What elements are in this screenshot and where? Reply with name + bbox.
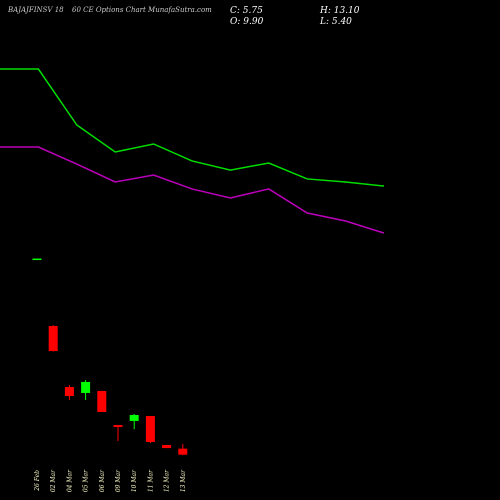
x-tick-label: 10 Mar	[131, 469, 138, 492]
x-tick-label: 09 Mar	[115, 469, 122, 492]
candle-body	[81, 381, 91, 393]
info-open: O: 9.90	[230, 17, 264, 27]
candle-body	[162, 445, 172, 449]
candle-body	[64, 387, 74, 397]
candle-body	[48, 325, 58, 352]
x-tick-label: 05 Mar	[83, 469, 90, 492]
info-high: H: 13.10	[319, 6, 360, 16]
candle-body	[178, 448, 188, 455]
candle-body	[145, 416, 155, 442]
average-line	[0, 68, 385, 187]
x-tick-label: 06 Mar	[99, 469, 106, 492]
x-tick-label: 11 Mar	[147, 469, 154, 492]
chart-title: BAJAJFINSV 18	[7, 6, 64, 14]
info-close: C: 5.75	[230, 6, 263, 16]
x-tick-label: 12 Mar	[164, 469, 171, 492]
x-tick-label: 26 Feb	[34, 470, 41, 492]
candle-body	[97, 390, 107, 412]
chart-subtitle: 60 CE Options Chart MunafaSutra.com	[72, 6, 212, 14]
x-tick-label: 02 Mar	[50, 469, 57, 492]
info-low: L: 5.40	[319, 17, 352, 27]
x-tick-label: 04 Mar	[66, 469, 73, 492]
candle-body	[32, 258, 42, 261]
x-tick-label: 13 Mar	[180, 469, 187, 492]
average-line	[0, 146, 385, 234]
candle-body	[113, 425, 123, 428]
candle-body	[129, 415, 139, 421]
